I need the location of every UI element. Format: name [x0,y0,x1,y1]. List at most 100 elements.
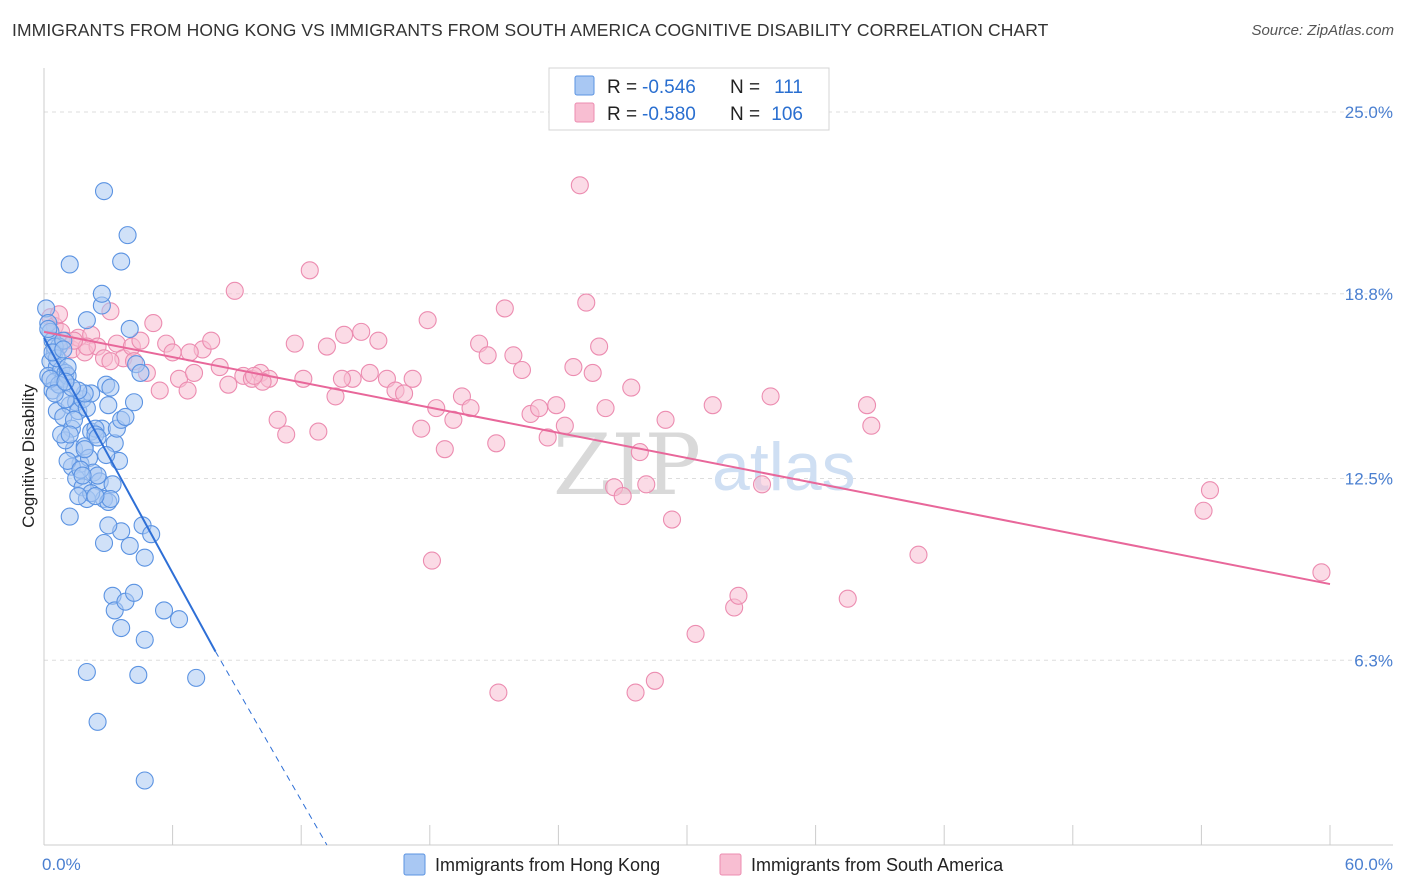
legend-r-label-1: R = [607,77,637,98]
x-tick-label-max: 60.0% [1345,855,1393,874]
x-tick-label-min: 0.0% [42,855,81,874]
trend-line-south-america [43,330,1331,586]
point-hong-kong [135,630,154,649]
legend-n-label-1: N = [730,77,760,98]
point-south-america [637,475,656,494]
point-south-america [326,387,345,406]
correlation-legend: R = -0.546 N = 111 R = -0.580 N = 106 [548,67,830,131]
point-south-america [538,428,557,447]
point-hong-kong [120,319,139,339]
point-south-america [219,375,238,394]
point-south-america [590,337,609,356]
point-south-america [309,422,328,441]
trend-lines [43,330,1331,846]
point-south-america [317,337,336,356]
y-tick-label: 25.0% [1345,103,1393,122]
point-south-america [656,410,675,429]
point-south-america [202,331,221,350]
point-hong-kong [88,466,107,485]
point-south-america [178,381,197,400]
point-hong-kong [135,548,154,567]
point-south-america [277,425,296,444]
chart-title: IMMIGRANTS FROM HONG KONG VS IMMIGRANTS … [12,20,1049,40]
point-hong-kong [69,487,88,506]
trend-line-hong-kong [43,337,217,652]
point-south-america [570,176,589,195]
legend-n-value-2: 106 [771,104,803,125]
point-south-america [662,510,682,529]
point-south-america [626,683,645,702]
legend-swatch-south-america-bottom [719,853,742,876]
point-south-america [487,434,506,453]
point-south-america [335,325,354,344]
point-south-america [703,396,722,415]
point-hong-kong [58,451,77,470]
point-south-america [395,384,414,403]
point-south-america [686,624,705,643]
point-south-america [360,363,379,382]
point-hong-kong [60,255,79,274]
point-hong-kong [75,440,94,459]
point-south-america [435,440,454,459]
point-south-america [1194,501,1213,520]
point-south-america [225,281,244,300]
source-label: Source: ZipAtlas.com [1251,22,1394,39]
point-south-america [478,346,497,365]
legend-label-south-america: Immigrants from South America [751,855,1004,875]
point-south-america [144,314,163,333]
series-legend: Immigrants from Hong Kong Immigrants fro… [403,853,1004,876]
point-south-america [1200,481,1220,500]
x-axis [43,68,1393,846]
point-hong-kong [94,182,114,201]
point-south-america [838,589,857,608]
point-hong-kong [135,771,154,790]
watermark: ZIP atlas [553,416,856,514]
point-south-america [862,416,881,435]
legend-r-value-2: -0.580 [642,104,696,125]
point-hong-kong [77,662,96,682]
legend-label-hong-kong: Immigrants from Hong Kong [435,855,660,875]
point-hong-kong [120,536,139,555]
y-tick-label: 18.8% [1345,285,1393,304]
legend-r-label-2: R = [607,104,637,125]
point-south-america [422,551,441,570]
point-south-america [909,545,928,564]
point-south-america [131,331,150,350]
point-south-america [729,586,748,605]
point-south-america [352,322,371,341]
point-hong-kong [88,712,107,731]
point-hong-kong [118,226,137,245]
point-hong-kong [86,487,105,506]
point-south-america [577,293,596,312]
legend-swatch-hong-kong-bottom [403,853,426,876]
point-south-america [412,419,431,438]
series-south-america-points [41,176,1331,702]
point-south-america [268,410,287,429]
point-south-america [489,683,508,702]
series-hong-kong-points [37,182,206,790]
legend-swatch-south-america [574,102,595,123]
point-south-america [530,399,549,418]
point-hong-kong [101,378,120,397]
point-south-america [564,358,583,377]
y-axis-title: Cognitive Disability [19,384,38,528]
point-south-america [1312,563,1331,582]
point-south-america [596,399,615,418]
gridlines [44,111,1393,661]
point-south-america [752,475,772,494]
point-hong-kong [54,340,73,359]
point-south-america [461,399,480,418]
legend-box [548,67,830,131]
point-hong-kong [154,601,174,620]
point-south-america [761,387,780,406]
point-hong-kong [124,583,144,602]
point-hong-kong [77,311,96,330]
point-hong-kong [99,396,118,415]
point-hong-kong [92,284,111,303]
point-south-america [244,366,264,385]
point-hong-kong [45,384,64,403]
point-south-america [512,360,532,380]
point-south-america [403,369,422,388]
legend-n-label-2: N = [730,104,760,125]
